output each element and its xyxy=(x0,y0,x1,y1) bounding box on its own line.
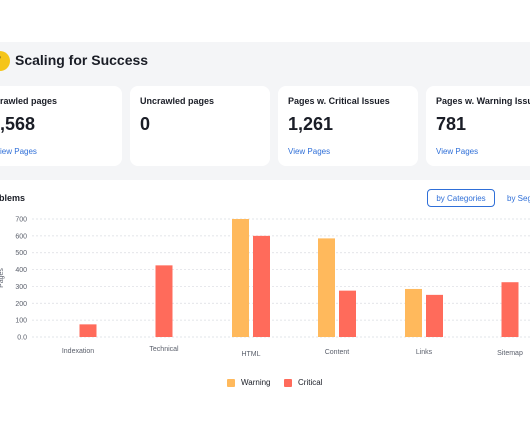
y-tick-label: 500 xyxy=(15,250,27,257)
y-tick-label: 200 xyxy=(15,301,27,308)
card-value: ,568 xyxy=(0,114,36,134)
bar-warning xyxy=(318,238,335,337)
legend-swatch-critical xyxy=(284,378,292,387)
by-categories-button[interactable]: by Categories xyxy=(427,189,495,207)
card-value: 781 xyxy=(436,114,467,134)
legend-label: Warning xyxy=(241,378,271,387)
card-critical-issues: Pages w. Critical Issues 1,261 View Page… xyxy=(278,86,418,166)
bar-warning xyxy=(232,219,249,337)
card-label: Uncrawled pages xyxy=(140,96,215,106)
y-tick-label: 700 xyxy=(15,217,27,224)
by-segments-button[interactable]: by Seg xyxy=(507,193,530,203)
bar-critical xyxy=(426,294,443,337)
x-tick-label: HTML xyxy=(241,351,260,358)
x-tick-label: Content xyxy=(325,349,350,356)
card-label: Pages w. Critical Issues xyxy=(288,96,390,106)
bar-warning xyxy=(405,288,422,337)
bar-critical xyxy=(253,235,270,337)
card-value: 1,261 xyxy=(288,114,334,134)
card-crawled-pages: rawled pages ,568 iew Pages xyxy=(0,86,122,166)
y-tick-label: 600 xyxy=(15,233,27,240)
card-warning-issues: Pages w. Warning Issue 781 View Pages xyxy=(426,86,530,166)
x-tick-label: Links xyxy=(416,349,433,356)
legend-swatch-warning xyxy=(227,378,235,387)
bar-critical xyxy=(339,290,356,337)
x-tick-label: Sitemap xyxy=(497,350,523,357)
y-tick-label: 100 xyxy=(15,318,27,325)
page-title: Scaling for Success xyxy=(15,52,149,68)
x-tick-label: Technical xyxy=(149,346,179,353)
legend-critical: Critical xyxy=(284,378,322,387)
card-uncrawled-pages: Uncrawled pages 0 xyxy=(130,86,270,166)
card-value: 0 xyxy=(140,114,151,134)
y-tick-label: 300 xyxy=(15,284,27,291)
card-label: rawled pages xyxy=(0,96,58,106)
legend-label: Critical xyxy=(298,378,323,387)
view-pages-link[interactable]: iew Pages xyxy=(0,147,37,156)
problems-title: roblems xyxy=(0,193,26,203)
x-tick-label: Indexation xyxy=(62,348,94,355)
y-tick-label: 400 xyxy=(15,267,27,274)
view-pages-link[interactable]: View Pages xyxy=(288,147,331,156)
y-axis-label: Pages xyxy=(0,268,5,288)
project-logo-icon xyxy=(0,51,10,71)
bar-critical xyxy=(501,282,519,337)
view-pages-link[interactable]: View Pages xyxy=(436,147,479,156)
y-tick-label: 0.0 xyxy=(17,335,27,342)
bar-critical xyxy=(155,265,173,337)
bar-critical xyxy=(79,324,97,337)
card-label: Pages w. Warning Issue xyxy=(436,96,530,106)
legend-warning: Warning xyxy=(227,378,271,387)
